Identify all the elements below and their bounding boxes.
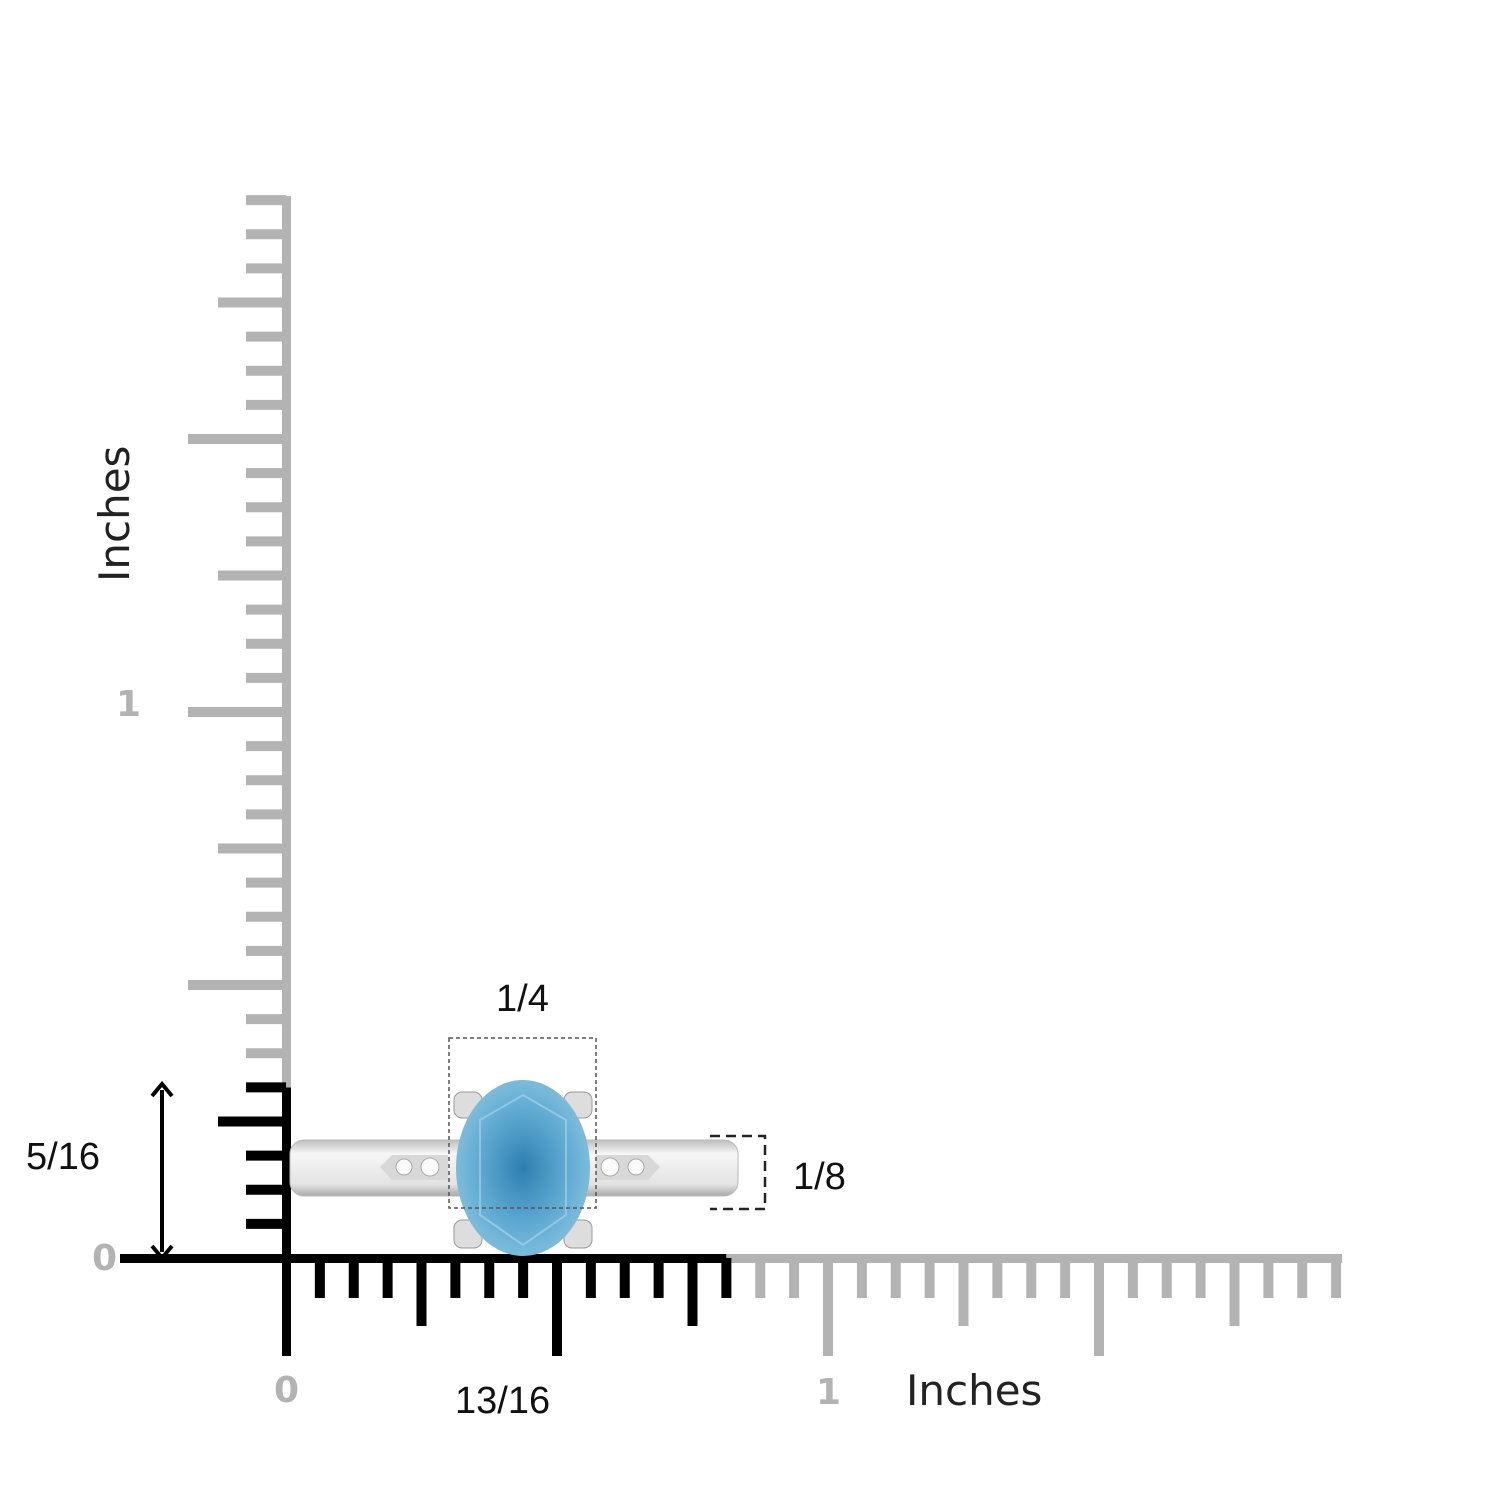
x-tick xyxy=(1297,1258,1308,1298)
y-tick xyxy=(246,1014,286,1025)
x-tick xyxy=(552,1258,562,1356)
x-tick xyxy=(856,1258,867,1298)
y-tick xyxy=(246,263,286,274)
dimension-markers xyxy=(150,1037,767,1262)
x-tick xyxy=(1331,1258,1342,1298)
x-tick xyxy=(585,1258,596,1298)
y-axis-line-active xyxy=(282,1087,291,1262)
x-tick xyxy=(721,1258,732,1298)
y-tick xyxy=(246,741,286,752)
y-tick xyxy=(246,604,286,615)
x-tick xyxy=(348,1258,359,1298)
x-tick xyxy=(924,1258,935,1298)
y-tick xyxy=(246,195,286,206)
x-tick-zero xyxy=(282,1258,291,1356)
y-tick xyxy=(246,945,286,956)
center-gemstone xyxy=(456,1080,590,1256)
x-tick xyxy=(314,1258,325,1298)
y-tick xyxy=(246,468,286,479)
y-tick xyxy=(246,877,286,888)
y-tick xyxy=(218,297,286,308)
x-tick xyxy=(382,1258,393,1298)
y-tick xyxy=(188,434,286,444)
y-tick xyxy=(246,1218,286,1229)
x-tick xyxy=(1026,1258,1037,1298)
gem-width-box xyxy=(448,1037,597,1209)
x-tick xyxy=(1127,1258,1138,1298)
x-tick xyxy=(755,1258,766,1298)
y-tick xyxy=(218,570,286,581)
y-tick xyxy=(246,638,286,649)
x-tick xyxy=(687,1258,698,1326)
x-tick xyxy=(1263,1258,1274,1298)
x-tick xyxy=(1161,1258,1172,1298)
y-tick xyxy=(218,843,286,854)
y-tick xyxy=(246,399,286,410)
x-tick xyxy=(518,1258,529,1298)
length-dimension: 13/16 xyxy=(455,1380,551,1422)
x-tick xyxy=(416,1258,427,1326)
x-tick xyxy=(1229,1258,1240,1326)
x-tick xyxy=(890,1258,901,1298)
y-tick xyxy=(246,502,286,513)
x-tick xyxy=(1094,1258,1104,1356)
gem-width-dimension: 1/4 xyxy=(496,978,549,1020)
x-tick xyxy=(992,1258,1003,1298)
y-tick xyxy=(246,911,286,922)
x-tick xyxy=(823,1258,833,1356)
x-tick-label-0: 0 xyxy=(274,1370,300,1411)
side-diamonds xyxy=(380,1155,660,1180)
x-axis-label: Inches xyxy=(906,1366,1043,1415)
y-tick xyxy=(246,536,286,547)
height-dimension: 5/16 xyxy=(26,1136,100,1178)
x-tick xyxy=(619,1258,630,1298)
y-tick xyxy=(246,1150,286,1161)
x-tick xyxy=(958,1258,969,1326)
y-tick-label-0: 0 xyxy=(92,1238,118,1279)
y-tick xyxy=(246,1048,286,1059)
x-tick-label-1: 1 xyxy=(816,1372,842,1413)
y-tick xyxy=(246,672,286,683)
y-tick xyxy=(246,809,286,820)
x-tick xyxy=(1195,1258,1206,1298)
y-axis-label: Inches xyxy=(90,445,139,582)
y-tick xyxy=(218,1116,286,1127)
y-tick xyxy=(188,707,286,717)
x-tick xyxy=(450,1258,461,1298)
y-tick xyxy=(246,775,286,786)
y-tick xyxy=(246,331,286,342)
y-axis-line-inactive xyxy=(282,196,291,1088)
x-tick xyxy=(1060,1258,1071,1298)
y-tick xyxy=(188,980,286,990)
x-tick xyxy=(653,1258,664,1298)
band-width-dimension: 1/8 xyxy=(793,1156,846,1198)
x-tick xyxy=(484,1258,495,1298)
y-tick xyxy=(246,1082,286,1093)
x-tick xyxy=(789,1258,800,1298)
y-tick-label-1: 1 xyxy=(116,684,142,725)
y-tick xyxy=(246,1184,286,1195)
y-tick xyxy=(246,365,286,376)
y-tick xyxy=(246,229,286,240)
